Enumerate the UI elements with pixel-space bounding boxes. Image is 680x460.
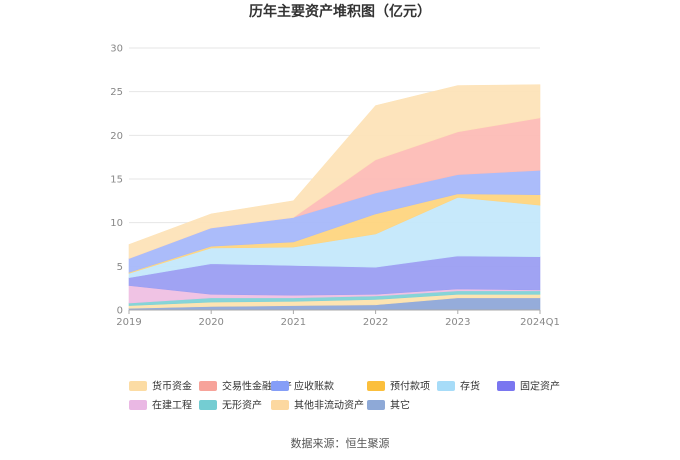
legend-swatch: [497, 381, 515, 391]
y-tick-label: 5: [117, 262, 123, 273]
legend-swatch: [199, 381, 217, 391]
y-tick-label: 25: [110, 87, 123, 98]
legend-item[interactable]: 货币资金: [129, 380, 192, 393]
data-source: 数据来源：恒生聚源: [291, 436, 390, 450]
legend-item[interactable]: 其它: [367, 399, 410, 412]
legend-swatch: [367, 400, 385, 410]
legend-swatch: [199, 400, 217, 410]
legend-label: 其它: [390, 399, 410, 412]
legend-label: 存货: [460, 380, 480, 393]
y-tick-label: 15: [110, 175, 123, 186]
x-tick-label: 2024Q1: [520, 317, 560, 328]
legend-item[interactable]: 其他非流动资产: [271, 399, 364, 412]
y-tick-label: 20: [110, 131, 123, 142]
y-tick-label: 0: [117, 306, 123, 317]
legend-label: 应收账款: [294, 380, 334, 393]
legend-swatch: [271, 381, 289, 391]
legend-label: 其他非流动资产: [294, 399, 364, 412]
legend-label: 固定资产: [520, 380, 560, 393]
legend-label: 在建工程: [152, 399, 192, 412]
y-axis-ticks: 0 5 10 15 20 25 30: [110, 44, 123, 317]
area-series: [128, 84, 541, 311]
y-tick-label: 10: [110, 218, 123, 229]
legend-swatch: [271, 400, 289, 410]
legend-label: 无形资产: [222, 399, 262, 412]
x-axis-ticks: 2019 2020 2021 2022 2023 2024Q1: [116, 310, 560, 328]
x-tick-label: 2022: [363, 317, 388, 328]
chart-title: 历年主要资产堆积图（亿元）: [249, 3, 431, 20]
x-tick-label: 2021: [281, 317, 306, 328]
legend-item[interactable]: 应收账款: [271, 380, 334, 393]
legend-swatch: [129, 381, 147, 391]
legend-item[interactable]: 无形资产: [199, 399, 262, 412]
legend-label: 货币资金: [152, 380, 192, 393]
y-tick-label: 30: [110, 44, 123, 55]
x-tick-label: 2023: [445, 317, 470, 328]
legend-swatch: [437, 381, 455, 391]
area-series-10: [128, 84, 541, 259]
legend-item[interactable]: 固定资产: [497, 380, 560, 393]
legend-item[interactable]: 预付款项: [367, 380, 430, 393]
legend-label: 预付款项: [390, 380, 430, 393]
x-tick-label: 2019: [116, 317, 141, 328]
legend-swatch: [367, 381, 385, 391]
x-tick-label: 2020: [198, 317, 223, 328]
legend-swatch: [129, 400, 147, 410]
legend-item[interactable]: 存货: [437, 380, 480, 393]
legend-item[interactable]: 在建工程: [129, 399, 192, 412]
